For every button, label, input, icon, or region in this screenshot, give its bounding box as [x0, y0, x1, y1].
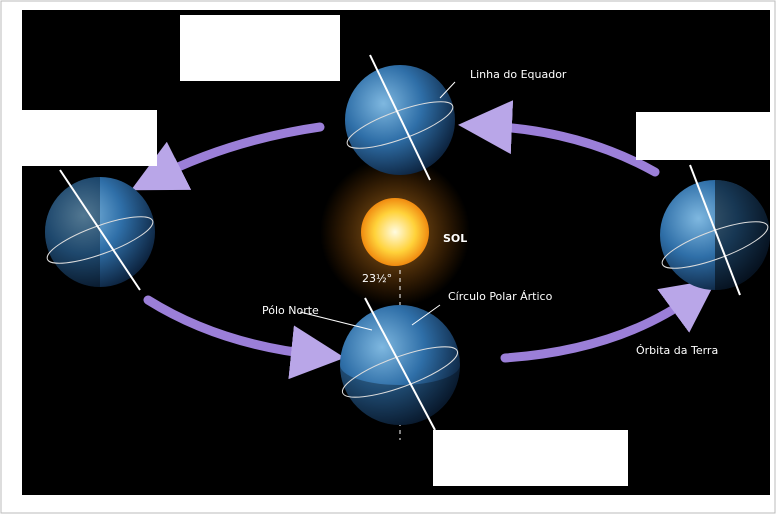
orbit-label: Órbita da Terra	[636, 344, 718, 357]
sun-label: SOL	[443, 232, 467, 245]
answer-box[interactable]	[636, 112, 774, 160]
answer-box[interactable]	[15, 110, 157, 166]
answer-box[interactable]	[180, 15, 340, 81]
sun	[361, 198, 429, 266]
north-pole-label: Pólo Norte	[262, 304, 319, 317]
answer-box[interactable]	[433, 430, 628, 486]
arctic-circle-label: Círculo Polar Ártico	[448, 290, 553, 303]
tilt-label: 23½°	[362, 272, 392, 285]
equator-label: Linha do Equador	[470, 68, 567, 81]
diagram: Linha do Equador SOL 23½° Pólo Norte Cír…	[0, 0, 776, 514]
page: Linha do Equador SOL 23½° Pólo Norte Cír…	[0, 0, 776, 514]
